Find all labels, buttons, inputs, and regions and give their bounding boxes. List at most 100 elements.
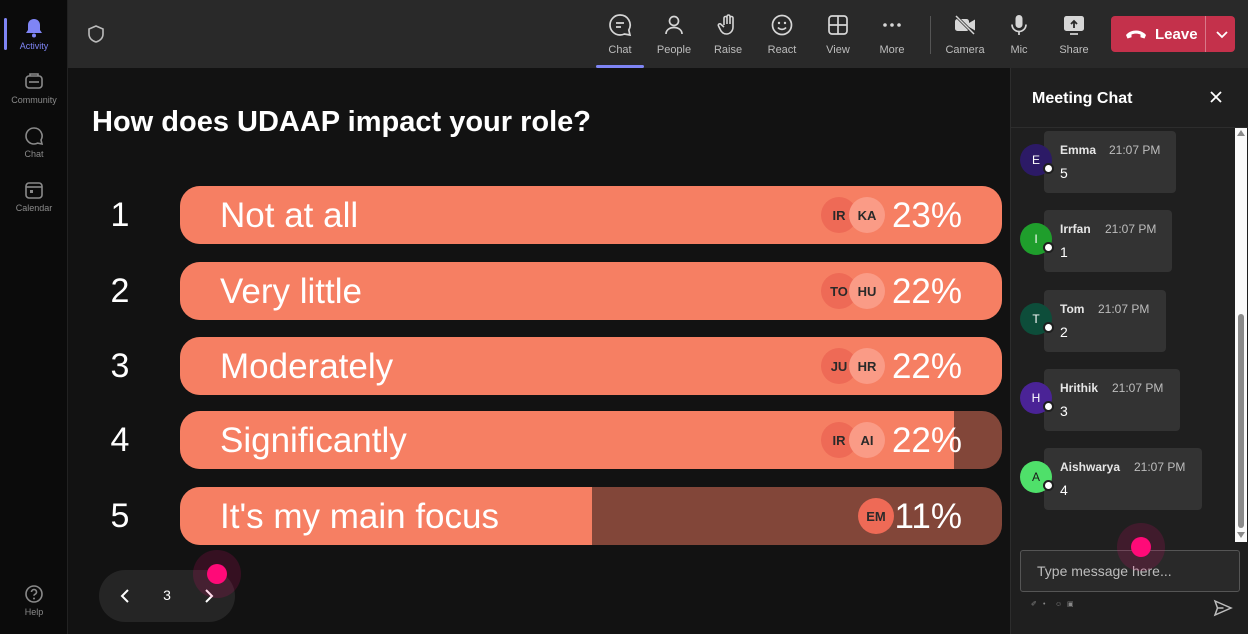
toolbar-mic-button[interactable]: Mic xyxy=(993,8,1045,64)
help-icon xyxy=(23,583,45,605)
attach-icon[interactable]: • xyxy=(1043,601,1046,608)
rail-item-help[interactable]: Help xyxy=(0,574,68,626)
rail-item-activity[interactable]: Activity xyxy=(0,8,68,60)
voter-avatar: HU xyxy=(849,273,885,309)
voter-avatar: EM xyxy=(858,498,894,534)
message-sender: Aishwarya xyxy=(1060,460,1121,474)
toolbar-divider xyxy=(930,16,931,54)
chevron-left-icon[interactable] xyxy=(113,584,137,608)
emoji-icon[interactable]: ☺ xyxy=(1055,601,1063,608)
share-icon xyxy=(1061,12,1087,38)
chat-icon xyxy=(23,125,45,147)
leave-button[interactable]: Leave xyxy=(1111,16,1235,52)
pointer-indicator xyxy=(207,564,227,584)
gif-icon[interactable]: ▣ xyxy=(1067,601,1074,608)
mic-icon xyxy=(1006,12,1032,38)
view-icon xyxy=(825,12,851,38)
scroll-up-arrow-icon[interactable] xyxy=(1237,130,1245,136)
message-bubble: Hrithik 21:07 PM 3 xyxy=(1044,369,1180,431)
message-bubble: Emma 21:07 PM 5 xyxy=(1044,131,1176,193)
rail-item-community[interactable]: Community xyxy=(0,62,68,114)
toolbar-button-label: More xyxy=(879,44,905,56)
message-text: 2 xyxy=(1060,324,1068,340)
chat-message: Aishwarya 21:07 PM 4 A xyxy=(1011,446,1241,510)
leave-label: Leave xyxy=(1155,25,1198,43)
poll-option-row: 2 Very little TO HU 22% xyxy=(68,262,1010,320)
raise-hand-icon xyxy=(715,12,741,38)
option-bar[interactable]: Not at all IR KA 23% xyxy=(180,186,1002,244)
send-icon[interactable] xyxy=(1213,598,1233,618)
option-bar-fill xyxy=(180,487,592,545)
chat-message: Hrithik 21:07 PM 3 H xyxy=(1011,367,1241,431)
toolbar-view-button[interactable]: View xyxy=(812,8,864,64)
message-bubble: Tom 21:07 PM 2 xyxy=(1044,290,1166,352)
chevron-right-icon[interactable] xyxy=(197,584,221,608)
chat-header: Meeting Chat xyxy=(1011,68,1248,128)
message-sender: Tom xyxy=(1060,302,1085,316)
chat-message: Irrfan 21:07 PM 1 I xyxy=(1011,208,1241,272)
presence-indicator xyxy=(1043,322,1054,333)
message-sender: Emma xyxy=(1060,143,1097,157)
chat-message: Tom 21:07 PM 2 T xyxy=(1011,288,1241,352)
rail-item-calendar[interactable]: Calendar xyxy=(0,170,68,222)
toolbar-button-label: Share xyxy=(1059,44,1089,56)
poll-option-row: 4 Significantly IR AI 22% xyxy=(68,411,1010,469)
message-bubble: Irrfan 21:07 PM 1 xyxy=(1044,210,1172,272)
toolbar-more-button[interactable]: More xyxy=(866,8,918,64)
format-icon[interactable]: ✐ xyxy=(1031,601,1037,608)
message-text: 5 xyxy=(1060,165,1068,181)
react-icon xyxy=(769,12,795,38)
message-sender: Irrfan xyxy=(1060,222,1091,236)
message-time: 21:07 PM xyxy=(1134,460,1186,474)
toolbar-raise-button[interactable]: Raise xyxy=(702,8,754,64)
toolbar-react-button[interactable]: React xyxy=(756,8,808,64)
toolbar-button-label: Mic xyxy=(1010,44,1028,56)
option-percent: 22% xyxy=(891,272,962,311)
scroll-down-arrow-icon[interactable] xyxy=(1237,532,1245,538)
option-bar[interactable]: Very little TO HU 22% xyxy=(180,262,1002,320)
app-rail: Activity Community Chat Calendar Help xyxy=(0,0,68,634)
message-input[interactable] xyxy=(1020,550,1240,592)
message-time: 21:07 PM xyxy=(1109,143,1161,157)
option-percent: 22% xyxy=(891,347,962,386)
option-number: 2 xyxy=(110,272,130,310)
option-label: Significantly xyxy=(220,421,407,460)
toolbar-people-button[interactable]: People xyxy=(648,8,700,64)
option-percent: 11% xyxy=(894,497,962,536)
option-bar[interactable]: Significantly IR AI 22% xyxy=(180,411,1002,469)
option-number: 3 xyxy=(110,347,130,385)
rail-item-chat[interactable]: Chat xyxy=(0,116,68,168)
more-icon xyxy=(879,12,905,38)
chat-icon xyxy=(607,12,633,38)
page-number: 3 xyxy=(163,587,171,603)
rail-item-label: Community xyxy=(11,95,57,105)
camera-off-icon xyxy=(952,12,978,38)
chat-message-list[interactable]: Emma 21:07 PM 5 E Irrfan 21:07 PM 1 I To… xyxy=(1011,128,1248,542)
calendar-icon xyxy=(23,179,45,201)
community-icon xyxy=(23,71,45,93)
option-bar[interactable]: It's my main focus EM 11% xyxy=(180,487,1002,545)
option-number: 1 xyxy=(110,196,130,234)
chat-scrollbar[interactable] xyxy=(1235,128,1247,542)
option-bar[interactable]: Moderately JU HR 22% xyxy=(180,337,1002,395)
poll-question: How does UDAAP impact your role? xyxy=(92,106,591,138)
message-sender: Hrithik xyxy=(1060,381,1099,395)
rail-item-label: Activity xyxy=(19,41,49,51)
toolbar-camera-button[interactable]: Camera xyxy=(939,8,991,64)
presence-indicator xyxy=(1043,163,1054,174)
scrollbar-thumb[interactable] xyxy=(1238,314,1244,528)
chevron-down-icon[interactable] xyxy=(1215,27,1229,46)
poll-option-row: 3 Moderately JU HR 22% xyxy=(68,337,1010,395)
message-time: 21:07 PM xyxy=(1105,222,1157,236)
option-label: It's my main focus xyxy=(220,497,499,536)
voter-avatar: JU xyxy=(821,348,857,384)
hang-up-icon xyxy=(1125,27,1147,41)
shield-icon[interactable] xyxy=(86,24,106,44)
option-label: Moderately xyxy=(220,347,394,386)
option-label: Very little xyxy=(220,272,362,311)
toolbar-share-button[interactable]: Share xyxy=(1048,8,1100,64)
close-icon[interactable] xyxy=(1209,90,1225,106)
message-text: 3 xyxy=(1060,403,1068,419)
meeting-chat-panel: Meeting Chat Emma 21:07 PM 5 E Irrfan 21… xyxy=(1010,68,1248,634)
toolbar-chat-button[interactable]: Chat xyxy=(594,8,646,68)
